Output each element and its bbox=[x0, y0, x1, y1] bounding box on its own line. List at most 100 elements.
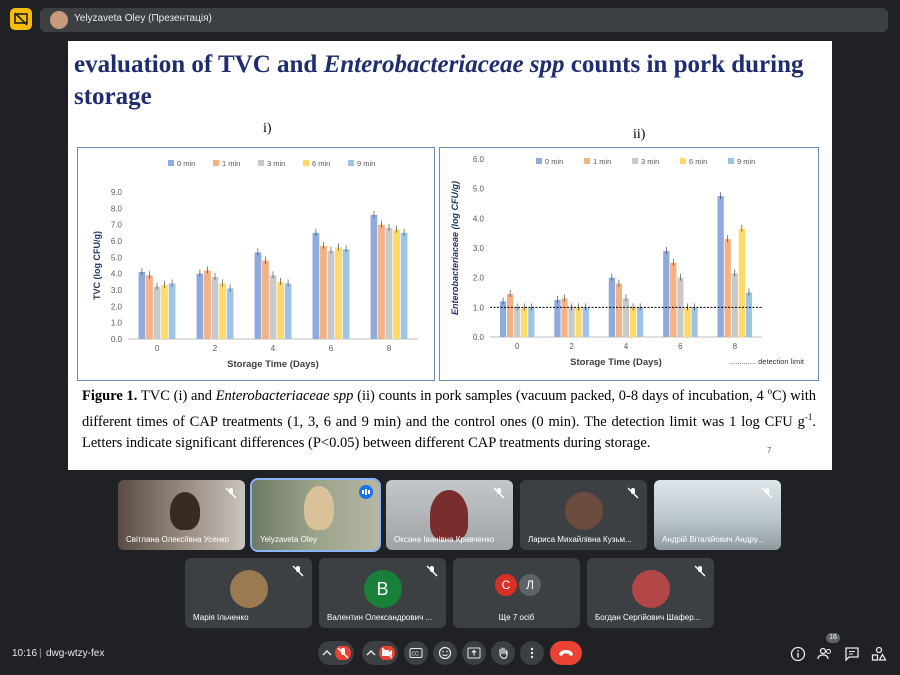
bar bbox=[219, 283, 226, 339]
bar bbox=[582, 307, 589, 337]
presenter-pill[interactable]: Yelyzaveta Oley (Презентація) bbox=[40, 8, 888, 32]
emoji-icon bbox=[438, 646, 452, 660]
bar bbox=[385, 227, 393, 339]
legend-swatch bbox=[168, 160, 174, 166]
info-icon[interactable] bbox=[790, 646, 806, 662]
bar bbox=[575, 307, 582, 337]
participant-tile[interactable]: Лариса Михайлівна Кузьм... bbox=[520, 480, 647, 550]
participant-name: Лариса Михайлівна Кузьм... bbox=[528, 535, 632, 544]
captions-button[interactable]: CC bbox=[404, 641, 428, 665]
bar bbox=[724, 239, 731, 337]
leave-call-button[interactable] bbox=[550, 641, 582, 665]
y-tick-label: 0.0 bbox=[473, 333, 485, 342]
legend-label: 3 min bbox=[267, 159, 285, 168]
camera-toggle-button[interactable] bbox=[362, 641, 398, 665]
bar bbox=[731, 273, 738, 337]
y-tick-label: 8.0 bbox=[111, 204, 123, 213]
y-axis-title: Enterobacteriaceae (log CFU/g) bbox=[450, 181, 460, 315]
legend-swatch bbox=[584, 158, 590, 164]
legend-swatch bbox=[303, 160, 309, 166]
legend-label: 0 min bbox=[545, 157, 563, 166]
y-tick-label: 2.0 bbox=[111, 302, 123, 311]
y-tick-label: 2.0 bbox=[473, 274, 485, 283]
reactions-button[interactable] bbox=[433, 641, 457, 665]
bar bbox=[168, 283, 176, 339]
bar bbox=[312, 232, 320, 339]
raise-hand-button[interactable] bbox=[491, 641, 515, 665]
participant-name: Оксана Іванівна Кравченко bbox=[394, 535, 495, 544]
bar bbox=[608, 277, 615, 337]
participant-tile-speaking[interactable]: Yelyzaveta Oley bbox=[250, 478, 381, 552]
legend-label: 9 min bbox=[357, 159, 375, 168]
bar bbox=[226, 288, 234, 339]
y-tick-label: 9.0 bbox=[111, 188, 123, 197]
clock: 10:16 bbox=[12, 648, 38, 659]
x-tick-label: 4 bbox=[271, 344, 276, 353]
present-now-button[interactable] bbox=[462, 641, 486, 665]
bar bbox=[499, 301, 507, 337]
y-tick-label: 5.0 bbox=[473, 185, 485, 194]
person-silhouette bbox=[430, 490, 468, 540]
bar bbox=[138, 272, 146, 339]
bar bbox=[342, 249, 350, 339]
mic-off-icon bbox=[322, 646, 351, 660]
participant-tile[interactable]: Марія Ільченко bbox=[185, 558, 312, 628]
participant-count-badge: 16 bbox=[826, 633, 840, 643]
x-tick-label: 0 bbox=[515, 342, 520, 351]
bar bbox=[284, 283, 292, 339]
mic-off-icon bbox=[627, 487, 639, 499]
activities-icon[interactable] bbox=[871, 646, 887, 662]
bar bbox=[554, 299, 561, 337]
participant-tile[interactable]: Андрій Віталійович Андру... bbox=[654, 480, 781, 550]
bar bbox=[161, 285, 168, 339]
participant-name: Світлана Олексіївна Усенко bbox=[126, 535, 230, 544]
bar bbox=[691, 307, 698, 337]
mic-off-icon bbox=[493, 487, 505, 499]
bar bbox=[637, 307, 644, 337]
bar bbox=[153, 286, 161, 339]
legend-swatch bbox=[632, 158, 638, 164]
y-tick-label: 1.0 bbox=[111, 319, 123, 328]
x-tick-label: 8 bbox=[733, 342, 738, 351]
legend-label: 6 min bbox=[689, 157, 707, 166]
legend-label: 1 min bbox=[222, 159, 240, 168]
raise-hand-icon bbox=[499, 647, 508, 660]
person-silhouette bbox=[304, 486, 334, 530]
bar bbox=[717, 196, 724, 337]
speaking-indicator-icon bbox=[359, 485, 373, 499]
control-bar: 10:16 | dwg-wtzy-fex CC bbox=[0, 636, 900, 675]
x-axis-title: Storage Time (Days) bbox=[570, 357, 662, 368]
participant-tile[interactable]: В Валентин Олександрович ... bbox=[319, 558, 446, 628]
bar bbox=[400, 232, 408, 339]
x-tick-label: 2 bbox=[569, 342, 574, 351]
participant-tile-others[interactable]: С Л Ще 7 осіб bbox=[453, 558, 580, 628]
mic-off-icon bbox=[225, 487, 237, 499]
participant-avatar bbox=[631, 570, 670, 608]
mic-toggle-button[interactable] bbox=[318, 641, 354, 665]
more-options-button[interactable] bbox=[520, 641, 544, 665]
participant-tile[interactable]: Богдан Сергійович Шафер... bbox=[587, 558, 714, 628]
figure-caption: Figure 1. TVC (i) and Enterobacteriaceae… bbox=[82, 386, 817, 451]
detection-limit-label: ............. detection limit bbox=[729, 357, 805, 366]
participant-tile[interactable]: Світлана Олексіївна Усенко bbox=[118, 480, 245, 550]
legend-swatch bbox=[536, 158, 542, 164]
mic-off-icon bbox=[426, 565, 438, 577]
bar bbox=[521, 307, 528, 337]
participant-tile[interactable]: Оксана Іванівна Кравченко bbox=[386, 480, 513, 550]
bar bbox=[514, 307, 521, 337]
people-icon[interactable] bbox=[817, 646, 833, 662]
participant-avatar bbox=[229, 570, 268, 608]
chart-tvc-svg: 0 min 1 min 3 min 6 min 9 min 0.0 1.0 2.0 3.0 4.0… bbox=[92, 159, 418, 370]
chat-icon[interactable] bbox=[844, 646, 860, 662]
y-axis-title: TVC (log CFU/g) bbox=[92, 231, 102, 300]
bar bbox=[738, 228, 746, 337]
participant-avatar: В bbox=[363, 570, 402, 608]
y-tick-label: 3.0 bbox=[473, 244, 485, 253]
x-tick-label: 4 bbox=[624, 342, 629, 351]
svg-text:CC: CC bbox=[412, 652, 420, 658]
slide-page-number: 7 bbox=[767, 446, 772, 455]
chart-enterobacteriaceae: 0 min 1 min 3 min 6 min 9 min 0.0 1.0 2.0 3.0 4.0… bbox=[439, 147, 819, 381]
bar bbox=[204, 270, 211, 339]
presentation-icon[interactable] bbox=[10, 8, 32, 30]
bar bbox=[254, 252, 262, 339]
